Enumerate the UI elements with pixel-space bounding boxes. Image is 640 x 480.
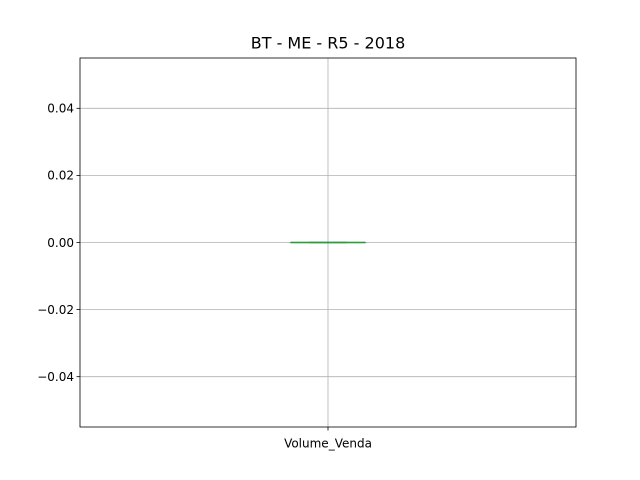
x-tick-label: Volume_Venda [284, 437, 372, 451]
y-tick-label: −0.02 [37, 303, 74, 317]
chart-title: BT - ME - R5 - 2018 [251, 34, 406, 53]
y-tick-label: 0.02 [47, 169, 74, 183]
y-tick-label: 0.00 [47, 236, 74, 250]
y-axis: −0.04 −0.02 0.00 0.02 0.04 [37, 102, 80, 384]
plot-frame [79, 57, 577, 428]
y-tick-label: 0.04 [47, 102, 74, 116]
x-axis: Volume_Venda [284, 427, 372, 451]
y-tick-label: −0.04 [37, 370, 74, 384]
